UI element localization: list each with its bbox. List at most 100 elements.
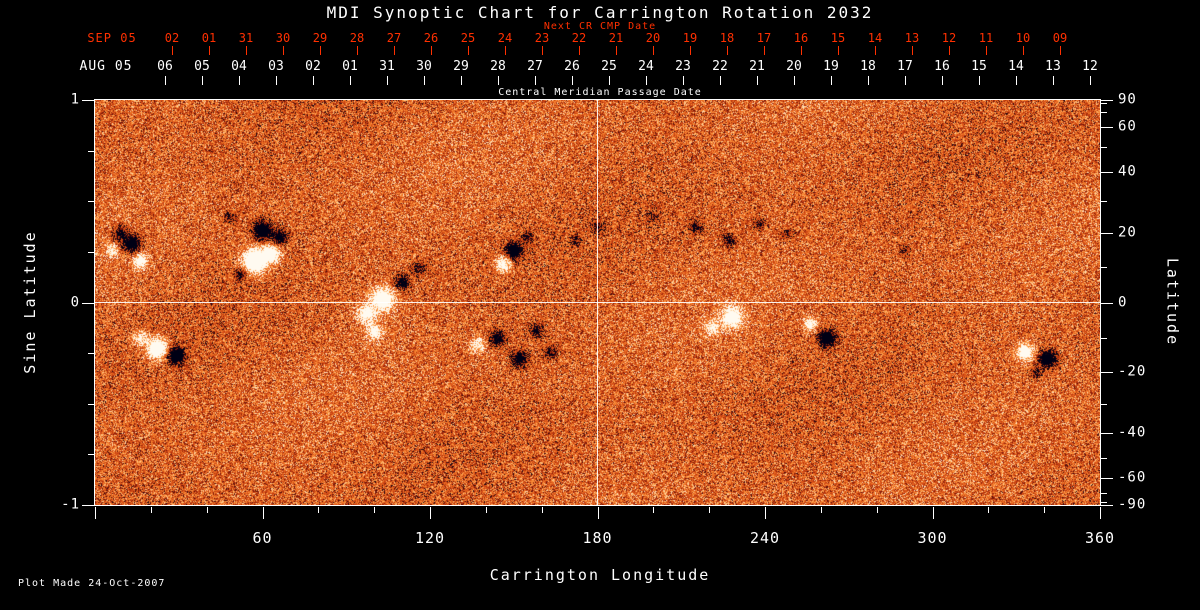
x-axis-tick — [318, 507, 319, 513]
cmp-date-tick — [720, 76, 721, 85]
x-axis-tick — [374, 507, 375, 513]
x-axis-tick — [653, 507, 654, 513]
cmp-date-tick — [646, 76, 647, 85]
sine-axis-tick — [82, 505, 94, 506]
cmp-date-tick — [424, 76, 425, 85]
cmp-date-tick — [942, 76, 943, 85]
next-cr-date-label: 01 — [202, 32, 216, 45]
lat-axis-tick — [1101, 433, 1113, 434]
lat-axis-minor-tick — [1101, 103, 1107, 104]
cmp-date-tick — [609, 76, 610, 85]
cmp-date-label: 14 — [1008, 60, 1024, 74]
sine-axis-tick — [88, 404, 94, 405]
x-tick-label: 360 — [1085, 530, 1115, 547]
next-cr-date-label: 24 — [498, 32, 512, 45]
x-axis-tick — [151, 507, 152, 513]
plot-made-note: Plot Made 24-Oct-2007 — [18, 578, 165, 589]
next-cr-date-label: 21 — [609, 32, 623, 45]
cmp-date-label: 17 — [897, 60, 913, 74]
cmp-date-label: 05 — [194, 60, 210, 74]
cmp-date-label: 31 — [379, 60, 395, 74]
sine-axis-tick — [88, 151, 94, 152]
cmp-date-label: 20 — [786, 60, 802, 74]
next-cr-date-tick — [801, 46, 802, 55]
sine-axis-tick — [88, 353, 94, 354]
next-cr-date-tick — [505, 46, 506, 55]
cmp-date-label: 03 — [268, 60, 284, 74]
cmp-date-tick — [498, 76, 499, 85]
next-cr-date-tick — [653, 46, 654, 55]
lat-tick-label: 40 — [1118, 165, 1137, 180]
next-cr-date-label: 23 — [535, 32, 549, 45]
cmp-date-tick — [1016, 76, 1017, 85]
next-cr-date-label: 26 — [424, 32, 438, 45]
next-cr-date-label: 25 — [461, 32, 475, 45]
cmp-date-label: 21 — [749, 60, 765, 74]
lat-axis-minor-tick — [1101, 502, 1107, 503]
next-cr-date-label: 17 — [757, 32, 771, 45]
cmp-date-label: 12 — [1082, 60, 1098, 74]
x-axis-tick — [486, 507, 487, 513]
cmp-date-tick — [1090, 76, 1091, 85]
lat-axis-tick — [1101, 233, 1113, 234]
next-cr-date-tick — [283, 46, 284, 55]
lat-axis-tick — [1101, 127, 1113, 128]
lat-axis-tick — [1101, 372, 1113, 373]
lat-axis-tick — [1101, 172, 1113, 173]
next-cr-date-tick — [431, 46, 432, 55]
x-tick-label: 120 — [415, 530, 445, 547]
next-cr-date-label: 22 — [572, 32, 586, 45]
next-cr-date-tick — [209, 46, 210, 55]
next-cr-date-tick — [468, 46, 469, 55]
cmp-date-label: 06 — [157, 60, 173, 74]
cmp-date-tick — [831, 76, 832, 85]
next-cr-date-tick — [246, 46, 247, 55]
lat-tick-label: 0 — [1118, 295, 1127, 310]
cmp-date-tick — [794, 76, 795, 85]
x-axis-tick — [765, 507, 766, 519]
next-cr-date-label: 30 — [276, 32, 290, 45]
next-cr-date-label: 09 — [1053, 32, 1067, 45]
cmp-date-tick — [868, 76, 869, 85]
lat-axis-minor-tick — [1101, 201, 1107, 202]
cmp-date-tick — [461, 76, 462, 85]
next-cr-date-label: 18 — [720, 32, 734, 45]
next-cr-date-tick — [986, 46, 987, 55]
cmp-date-label: 23 — [675, 60, 691, 74]
cmp-date-label: 27 — [527, 60, 543, 74]
next-cr-date-label: 12 — [942, 32, 956, 45]
cmp-date-tick — [757, 76, 758, 85]
next-cr-date-label: 13 — [905, 32, 919, 45]
next-cr-date-tick — [912, 46, 913, 55]
x-axis-tick — [263, 507, 264, 519]
x-axis-tick — [988, 507, 989, 513]
cmp-date-label: 01 — [342, 60, 358, 74]
next-cr-date-tick — [616, 46, 617, 55]
lat-tick-label: -60 — [1118, 470, 1146, 485]
cmp-date-label: 13 — [1045, 60, 1061, 74]
cmp-date-label: 24 — [638, 60, 654, 74]
x-tick-label: 300 — [917, 530, 947, 547]
x-axis-tick — [430, 507, 431, 519]
latitude-axis-title: Latitude — [1164, 258, 1181, 346]
cmp-date-tick — [387, 76, 388, 85]
x-axis-tick — [933, 507, 934, 519]
carrington-longitude-axis-title: Carrington Longitude — [490, 567, 711, 584]
cmp-date-label: 04 — [231, 60, 247, 74]
sine-axis-tick — [88, 201, 94, 202]
next-cr-date-tick — [542, 46, 543, 55]
next-cr-date-label: 31 — [239, 32, 253, 45]
next-cr-date-tick — [1060, 46, 1061, 55]
next-cr-date-tick — [764, 46, 765, 55]
lat-axis-minor-tick — [1101, 147, 1107, 148]
next-cr-date-tick — [838, 46, 839, 55]
lat-axis-minor-tick — [1101, 493, 1107, 494]
next-cr-date-label: 11 — [979, 32, 993, 45]
x-axis-tick — [542, 507, 543, 513]
lat-tick-label: -40 — [1118, 425, 1146, 440]
cmp-date-tick — [202, 76, 203, 85]
next-cr-date-tick — [1023, 46, 1024, 55]
sine-axis-tick — [88, 454, 94, 455]
cmp-date-tick — [979, 76, 980, 85]
cmp-date-tick — [165, 76, 166, 85]
